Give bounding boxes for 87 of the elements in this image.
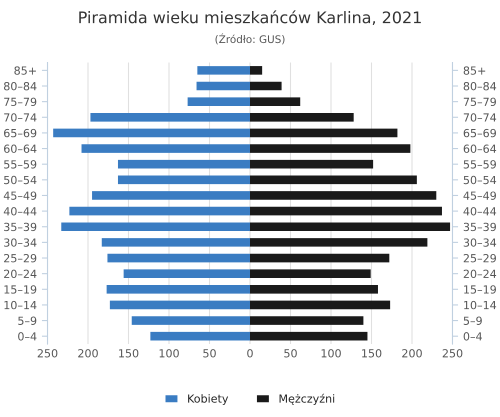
bar [92, 191, 250, 200]
category-label: 80–84 [4, 82, 36, 90]
bar [188, 97, 250, 106]
bar [250, 332, 368, 341]
x-tick-label: 100 [322, 349, 341, 358]
x-tick-label: 150 [119, 349, 138, 358]
bar [250, 176, 417, 184]
y-tick-label: 5–9 [464, 316, 482, 325]
category-label: 85+ [14, 66, 36, 75]
bar [106, 284, 250, 294]
y-tick-label: 45–49 [463, 191, 496, 200]
y-tick-label: 85+ [464, 66, 486, 75]
bar [250, 300, 390, 310]
y-tick-label: 15–19 [464, 285, 496, 294]
bar [150, 332, 250, 341]
bar [118, 160, 250, 168]
bar [250, 66, 262, 75]
legend-label: Kobiety [188, 394, 228, 405]
bar [82, 144, 250, 153]
bar [124, 269, 250, 278]
bar [196, 82, 250, 90]
category-label: 40–44 [4, 207, 36, 216]
bar [250, 316, 364, 325]
legend-label: Mężczyźni [280, 394, 334, 405]
y-tick-label: 65–69 [464, 128, 496, 138]
y-tick-label: 40–44 [463, 207, 496, 216]
y-tick-label: 60–64 [464, 144, 496, 153]
y-tick-label: 55–59 [464, 160, 496, 169]
x-tick-label: 0 [247, 349, 253, 358]
y-tick-label: 70–74 [464, 113, 496, 122]
x-tick-label: 250 [442, 349, 462, 358]
bar [107, 254, 250, 262]
category-label: 10–14 [4, 300, 36, 310]
bar [250, 128, 398, 138]
bar [118, 176, 250, 184]
bar [69, 206, 250, 216]
bar [250, 191, 436, 200]
category-label: 50–54 [4, 176, 36, 184]
y-tick-label: 80–84 [464, 82, 496, 90]
y-tick-label: 75–79 [464, 98, 496, 106]
y-tick-label: 25–29 [464, 254, 496, 262]
bar [250, 144, 410, 153]
category-label: 55–59 [4, 160, 36, 169]
category-label: 35–39 [4, 222, 36, 232]
bar [90, 112, 250, 122]
bar [250, 97, 300, 106]
category-label: 5–9 [18, 316, 36, 325]
bar [250, 160, 374, 168]
y-tick-label: 50–54 [464, 176, 496, 184]
bar [250, 82, 282, 90]
bar [250, 238, 428, 247]
bar [197, 66, 250, 75]
bar [132, 316, 250, 325]
chart-subtitle: (Źródło: GUS) [216, 33, 284, 44]
category-label: 15–19 [4, 285, 36, 294]
x-tick-label: 200 [78, 349, 98, 358]
category-label: 0–4 [18, 332, 36, 341]
bar [61, 222, 250, 232]
bar [250, 206, 442, 216]
y-tick-label: 20–24 [464, 270, 496, 278]
x-tick-label: 50 [203, 349, 216, 358]
x-tick-label: 250 [38, 349, 58, 358]
category-label: 70–74 [4, 113, 36, 122]
x-tick-label: 200 [402, 349, 422, 358]
category-label: 45–49 [4, 191, 36, 200]
category-label: 25–29 [4, 254, 36, 262]
y-tick-label: 10–14 [464, 300, 496, 310]
x-tick-label: 150 [362, 349, 382, 358]
category-label: 75–79 [4, 98, 36, 106]
y-tick-label: 30–34 [464, 238, 496, 247]
category-label: 60–64 [4, 144, 36, 153]
y-tick-label: 35–39 [464, 222, 496, 232]
bar [250, 284, 378, 294]
bar [110, 300, 250, 310]
bar [250, 112, 354, 122]
bar [250, 254, 390, 262]
category-label: 65–69 [4, 128, 36, 138]
bar [250, 222, 450, 232]
bar [250, 269, 371, 278]
category-label: 20–24 [4, 270, 36, 278]
bar [53, 128, 250, 138]
category-label: 30–34 [4, 238, 36, 247]
y-tick-label: 0–4 [464, 332, 482, 341]
x-tick-label: 50 [284, 349, 297, 358]
x-tick-label: 100 [160, 349, 179, 358]
bar [102, 238, 250, 247]
chart-title: Piramida wieku mieszkańców Karlina, 2021 [79, 10, 421, 26]
